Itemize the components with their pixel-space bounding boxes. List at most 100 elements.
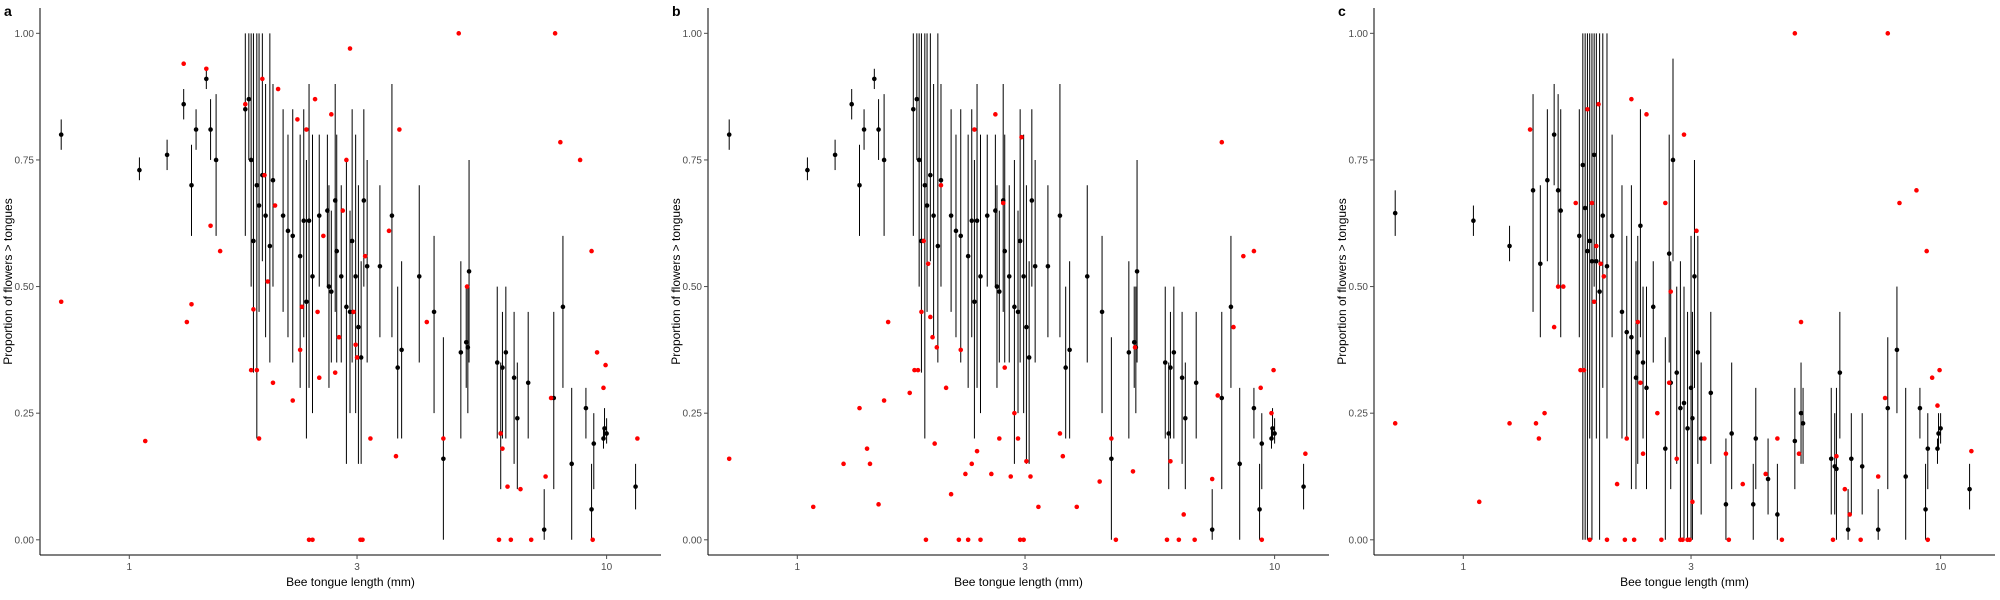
red-point [577, 157, 583, 163]
red-point [1303, 451, 1308, 457]
red-point [594, 350, 600, 355]
black-point [358, 355, 364, 360]
black-point [1681, 400, 1687, 406]
black-point [1301, 484, 1306, 489]
black-point [1753, 436, 1759, 441]
red-point [810, 504, 816, 510]
red-point [254, 367, 260, 373]
black-point [1798, 410, 1804, 416]
black-point [1624, 329, 1630, 335]
black-point [861, 127, 867, 132]
black-point [1017, 238, 1023, 244]
red-point [393, 453, 399, 459]
black-point [994, 284, 1000, 289]
red-point [963, 471, 968, 477]
black-point [1792, 438, 1798, 444]
black-point [541, 527, 547, 532]
red-point [912, 367, 917, 373]
black-point [1084, 274, 1090, 279]
red-point [1914, 188, 1919, 193]
panel-letter: a [4, 3, 12, 19]
red-point [1192, 537, 1197, 543]
black-point [928, 172, 933, 178]
red-point [1132, 345, 1138, 350]
y-tick-label: 0.00 [683, 535, 703, 546]
red-point [1271, 367, 1276, 373]
red-point [543, 474, 548, 479]
red-point [907, 390, 913, 396]
red-point [1834, 453, 1839, 459]
black-point [938, 177, 944, 183]
black-point [361, 198, 367, 203]
red-point [1858, 537, 1863, 543]
red-point [1702, 436, 1707, 441]
black-point [1193, 380, 1199, 386]
red-point [956, 537, 962, 543]
x-tick-label: 1 [127, 562, 133, 573]
red-point [1573, 200, 1579, 206]
red-point [1036, 504, 1041, 510]
y-tick-label: 0.00 [1349, 535, 1369, 546]
red-point [498, 431, 504, 436]
red-point [58, 299, 64, 305]
red-point [1057, 431, 1063, 436]
black-point [256, 203, 262, 208]
black-point [349, 238, 355, 244]
red-point [1775, 436, 1780, 441]
black-point [1587, 238, 1593, 244]
black-point [285, 228, 291, 234]
red-point [1008, 474, 1014, 479]
black-point [164, 152, 170, 158]
red-point [1060, 453, 1066, 459]
y-tick-label: 0.75 [1349, 155, 1369, 166]
black-point [1109, 456, 1114, 462]
black-point [1530, 188, 1536, 193]
black-point [1577, 233, 1582, 239]
red-point [841, 461, 846, 467]
black-point [1695, 350, 1701, 355]
y-axis-title: Proportion of flowers > tongues [669, 198, 683, 364]
black-point [1938, 426, 1943, 431]
y-axis-title: Proportion of flowers > tongues [1335, 198, 1349, 364]
red-point [589, 248, 594, 254]
black-point [997, 289, 1002, 294]
red-point [1555, 284, 1561, 289]
red-point [552, 31, 558, 36]
red-point [272, 203, 278, 208]
red-point [1601, 274, 1607, 279]
black-point [1629, 334, 1634, 340]
black-point [969, 218, 975, 224]
black-point [1259, 441, 1265, 446]
black-point [924, 203, 930, 208]
red-point [1561, 284, 1566, 289]
red-point [1925, 537, 1931, 543]
black-point [1026, 355, 1032, 360]
red-point [1168, 459, 1173, 464]
black-point [931, 213, 936, 218]
black-point [515, 415, 520, 421]
black-point [1688, 385, 1694, 391]
y-tick-label: 1.00 [15, 29, 35, 40]
simulated-series [58, 31, 640, 543]
black-point [993, 208, 998, 213]
y-tick-label: 0.50 [1349, 282, 1369, 293]
black-point [1692, 274, 1697, 279]
x-axis-title: Bee tongue length (mm) [954, 575, 1083, 589]
red-point [1021, 537, 1026, 543]
black-point [1859, 464, 1865, 469]
red-point [1028, 474, 1033, 479]
red-point [635, 436, 640, 441]
black-point [1666, 251, 1672, 256]
black-point [1228, 304, 1234, 310]
red-point [251, 307, 256, 312]
red-point [915, 367, 921, 373]
red-point [1847, 512, 1853, 517]
red-point [1130, 469, 1136, 474]
panel-c: c 0.00 0.25 0.50 0.75 1.00 1 3 10 Bee tongue leng… [1334, 0, 2000, 600]
red-point [1842, 486, 1848, 492]
red-point [857, 405, 862, 411]
red-point [208, 223, 213, 229]
red-point [1251, 248, 1257, 254]
black-point [251, 238, 256, 244]
red-point [1674, 456, 1680, 462]
